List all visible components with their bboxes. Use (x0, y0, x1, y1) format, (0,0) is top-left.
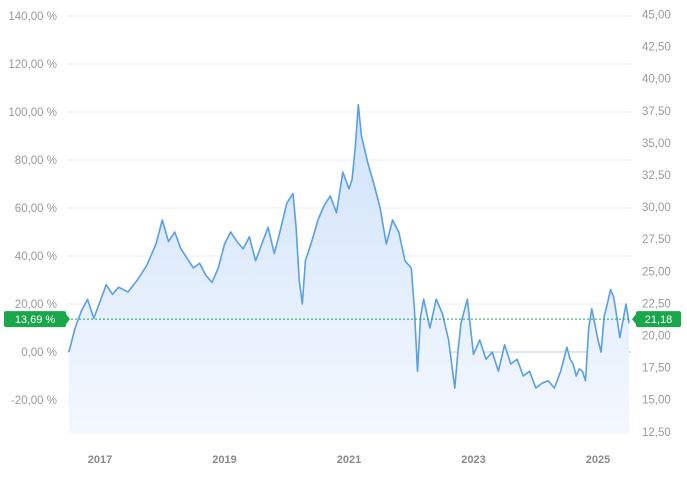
right-axis-tick-label: 22,50 (642, 298, 671, 310)
x-axis-tick-label: 2023 (461, 454, 485, 466)
right-axis-tick-label: 30,00 (642, 202, 671, 214)
right-axis-tick-label: 12,50 (642, 427, 671, 439)
current-price-badge: 21,18 (632, 311, 681, 328)
right-axis-tick-label: 15,00 (642, 395, 671, 407)
left-axis-tick-label: 60,00 % (15, 203, 57, 215)
current-value-badges: 13,69 % 21,18 (4, 311, 681, 328)
x-axis-tick-label: 2025 (586, 454, 610, 466)
left-axis-tick-label: 120,00 % (8, 59, 57, 71)
right-axis-tick-label: 27,50 (642, 234, 671, 246)
right-axis-tick-label: 45,00 (642, 10, 671, 22)
right-axis-tick-label: 42,50 (642, 42, 671, 54)
right-axis-tick-label: 25,00 (642, 266, 671, 278)
x-axis-ticks: 2017 2019 2021 2023 2025 (88, 454, 610, 466)
right-axis-tick-label: 17,50 (642, 363, 671, 375)
x-axis-tick-label: 2017 (88, 454, 112, 466)
current-percent-badge: 13,69 % (4, 311, 70, 328)
left-axis-tick-label: 80,00 % (15, 155, 57, 167)
current-price-label: 21,18 (645, 314, 673, 326)
left-axis-tick-label: 20,00 % (15, 299, 57, 311)
x-axis-tick-label: 2019 (212, 454, 236, 466)
left-axis-tick-label: 0,00 % (21, 347, 57, 359)
left-axis-tick-label: -20,00 % (11, 395, 57, 407)
left-axis-ticks: -20,00 % 0,00 % 20,00 % 40,00 % 60,00 % 80,00… (8, 11, 57, 407)
area-fill (68, 104, 630, 434)
right-axis-ticks: 12,50 15,00 17,50 20,00 22,50 25,00 27,50 30,00… (642, 10, 671, 439)
left-axis-tick-label: 40,00 % (15, 251, 57, 263)
current-price-badge-bg (636, 311, 681, 328)
right-axis-tick-label: 37,50 (642, 106, 671, 118)
current-percent-label: 13,69 % (15, 314, 56, 326)
current-percent-badge-bg (4, 311, 66, 328)
current-percent-badge-pointer (66, 314, 70, 325)
left-axis-tick-label: 140,00 % (8, 11, 57, 23)
right-axis-tick-label: 20,00 (642, 331, 671, 343)
series-path (68, 104, 630, 389)
right-axis-tick-label: 35,00 (642, 138, 671, 150)
x-axis-tick-label: 2021 (337, 454, 361, 466)
left-axis-tick-label: 100,00 % (8, 107, 57, 119)
series-line (68, 104, 630, 389)
area-path (68, 104, 630, 434)
right-axis-tick-label: 40,00 (642, 74, 671, 86)
current-price-badge-pointer (632, 314, 636, 325)
right-axis-tick-label: 32,50 (642, 170, 671, 182)
